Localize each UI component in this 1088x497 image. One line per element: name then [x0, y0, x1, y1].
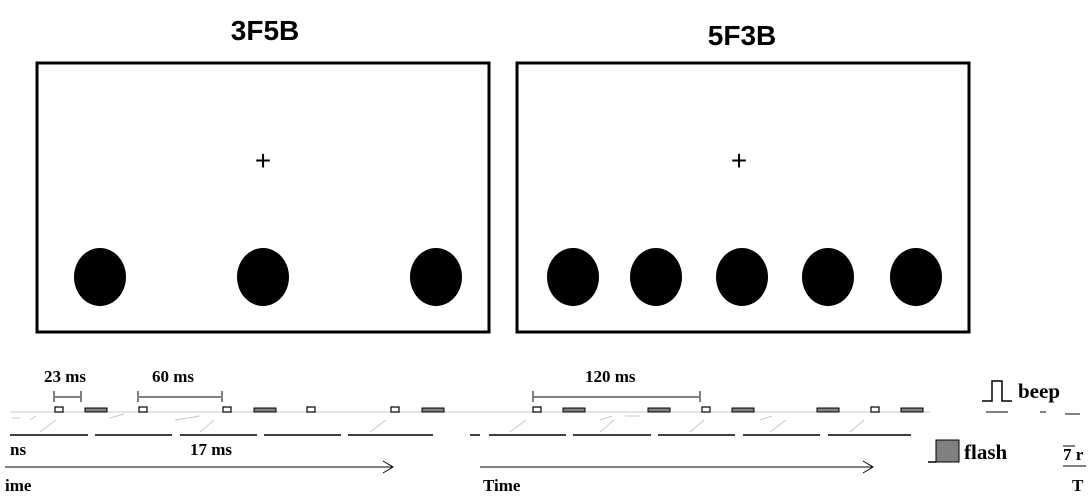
flash-disc [410, 248, 462, 306]
beep-pulse [54, 406, 64, 413]
beep-pulse [532, 406, 542, 413]
flash-mark [731, 407, 755, 413]
flash-disc [716, 248, 768, 306]
cut-label-left: ns [10, 440, 26, 459]
flash-mark [562, 407, 586, 413]
beep-pulse [870, 406, 880, 413]
flash-mark [900, 407, 924, 413]
interval-5f-marker [532, 391, 701, 402]
interval-5f-label: 120 ms [585, 367, 636, 386]
panel-title-right: 5F3B [708, 20, 776, 51]
time-axis-label-right-cut: T [1072, 476, 1084, 495]
beep-pulse [222, 406, 232, 413]
time-axis-label-left-cut: ime [5, 476, 32, 495]
flash-duration-marker [53, 391, 82, 402]
legend-flash: flash [928, 439, 1008, 464]
legend-beep-label: beep [1018, 379, 1060, 403]
flash-mark [84, 407, 108, 413]
flash-discs-left [74, 248, 462, 306]
panel-title-left: 3F5B [231, 15, 299, 46]
flash-mark [421, 407, 445, 413]
time-axis-label-right: Time [483, 476, 521, 495]
flash-disc [630, 248, 682, 306]
flash-disc [237, 248, 289, 306]
beep-pulse [390, 406, 400, 413]
beep-timeline-left [10, 406, 520, 421]
flash-duration-label: 23 ms [44, 367, 86, 386]
legend-beep: beep [982, 379, 1080, 415]
flash-disc [547, 248, 599, 306]
beep-timeline-right [520, 406, 930, 421]
interval-3f-label: 60 ms [152, 367, 194, 386]
time-axis-right [480, 460, 874, 474]
interval-3f-marker [137, 391, 223, 402]
beep-duration-label: 17 ms [190, 440, 232, 459]
beep-pulse-icon [982, 380, 1012, 402]
fixation-cross-right: + [731, 145, 747, 176]
time-axis-left [5, 460, 394, 474]
flash-square-icon [935, 439, 960, 463]
beep-pulse [306, 406, 316, 413]
flash-timeline-left [10, 419, 433, 436]
fixation-cross-left: + [255, 145, 271, 176]
beep-pulse [138, 406, 148, 413]
legend-flash-label: flash [964, 440, 1008, 464]
flash-discs-right [547, 248, 942, 306]
cut-label-right: 7 r [1063, 445, 1084, 464]
flash-disc [890, 248, 942, 306]
beep-pulse [701, 406, 711, 413]
flash-mark [647, 407, 671, 413]
flash-timeline-right [470, 419, 911, 436]
flash-disc [802, 248, 854, 306]
flash-mark [253, 407, 277, 413]
flash-mark [816, 407, 840, 413]
flash-disc [74, 248, 126, 306]
